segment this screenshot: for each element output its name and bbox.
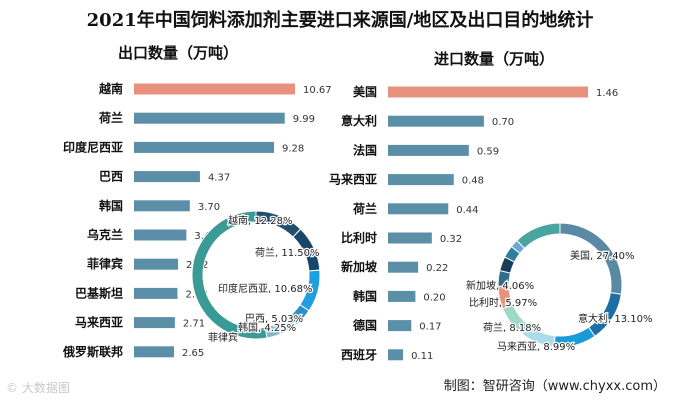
donut3-slice-label: 荷兰, 8.18%: [483, 321, 541, 334]
donut2-slice-label: 越南, 12.28%: [228, 214, 293, 227]
chart1-value-label: 0.20: [423, 292, 445, 303]
chart1-bar: [388, 115, 484, 127]
chart0-bar: [134, 229, 187, 241]
chart0-value-label: 4.37: [208, 173, 230, 184]
chart1-category-label: 新加坡: [341, 259, 378, 274]
donut2-slice-label: 菲律宾: [208, 331, 238, 344]
donut3-slice-label: 马来西亚, 8.99%: [497, 341, 575, 353]
chart0-value-label: 9.28: [282, 143, 304, 154]
chart1-category-label: 法国: [353, 142, 377, 157]
chart1-category-label: 美国: [353, 84, 377, 99]
chart0-value-label: 9.99: [293, 114, 315, 125]
donut3-slice-label: 美国, 27.40%: [570, 249, 635, 262]
chart1-bar: [388, 320, 412, 332]
donut3-slice-label: 意大利, 13.10%: [578, 312, 653, 325]
chart0-category-label: 俄罗斯联邦: [62, 344, 123, 359]
chart1-bar: [388, 261, 419, 273]
chart1-category-label: 韩国: [353, 288, 377, 303]
chart0-bar: [134, 317, 175, 329]
chart0-value-label: 2.65: [182, 348, 204, 359]
chart0-value-label: 3.70: [198, 202, 220, 213]
chart0-category-label: 马来西亚: [75, 315, 123, 330]
chart1-value-label: 1.46: [596, 88, 618, 99]
chart1-value-label: 0.22: [426, 263, 448, 274]
import-subtitle: 进口数量（万吨）: [434, 50, 555, 68]
chart1-value-label: 0.32: [440, 234, 462, 245]
chart1-bar: [388, 144, 469, 156]
chart0-bar: [134, 171, 200, 183]
chart0-category-label: 印度尼西亚: [63, 139, 123, 154]
donut2-slice: [191, 210, 268, 340]
chart1-value-label: 0.48: [462, 176, 484, 187]
chart0-category-label: 巴基斯坦: [75, 285, 123, 300]
chart1-value-label: 0.11: [411, 351, 433, 362]
chart0-value-label: 10.67: [303, 85, 332, 96]
donut3-slice: [516, 222, 561, 250]
chart0-category-label: 巴西: [99, 170, 123, 184]
source-note: 制图：智研咨询（www.chyxx.com）: [443, 379, 666, 394]
chart0-bar: [134, 258, 179, 270]
chart0-bar: [134, 287, 178, 299]
chart0-category-label: 荷兰: [98, 110, 123, 125]
chart1-bar: [388, 174, 454, 186]
chart1-value-label: 0.17: [419, 322, 441, 333]
chart1-value-label: 0.44: [456, 205, 478, 216]
chart1-bar: [388, 290, 416, 302]
chart0-bar: [134, 200, 190, 212]
donut2-slice-label: 荷兰, 11.50%: [255, 246, 320, 259]
chart-title: 2021年中国饲料添加剂主要进口来源国/地区及出口目的地统计: [86, 10, 594, 31]
chart0-category-label: 韩国: [99, 198, 123, 213]
chart0-value-label: 2.71: [183, 319, 205, 330]
chart1-category-label: 比利时: [341, 230, 377, 245]
donut2-slice-label: 印度尼西亚, 10.68%: [218, 282, 313, 295]
chart1-category-label: 意大利: [341, 113, 377, 128]
chart1-category-label: 荷兰: [352, 201, 377, 216]
chart0-bar: [134, 346, 174, 358]
chart0-bar: [134, 83, 295, 95]
chart1-category-label: 西班牙: [341, 347, 377, 362]
chart0-bar: [134, 141, 275, 153]
chart1-category-label: 德国: [353, 318, 377, 333]
chart1-value-label: 0.59: [477, 146, 499, 157]
donut3-slice-label: 比利时, 5.97%: [469, 297, 537, 309]
chart0-category-label: 乌克兰: [87, 227, 123, 242]
watermark: © 大数据图: [6, 381, 70, 395]
chart1-bar: [388, 349, 404, 361]
chart1-bar: [388, 86, 588, 98]
donut3-slice-label: 新加坡, 4.06%: [466, 279, 534, 292]
donut2-slice-label: 韩国, 4.25%: [238, 321, 296, 334]
chart1-category-label: 马来西亚: [329, 172, 377, 187]
chart0-category-label: 菲律宾: [87, 256, 123, 271]
export-subtitle: 出口数量（万吨）: [118, 44, 239, 62]
chart1-bar: [388, 203, 449, 215]
chart0-bar: [134, 112, 285, 124]
chart1-bar: [388, 232, 432, 244]
chart1-value-label: 0.70: [492, 117, 514, 128]
donut2-slice-label: 巴西, 5.03%: [245, 313, 303, 325]
chart0-category-label: 越南: [98, 81, 123, 96]
